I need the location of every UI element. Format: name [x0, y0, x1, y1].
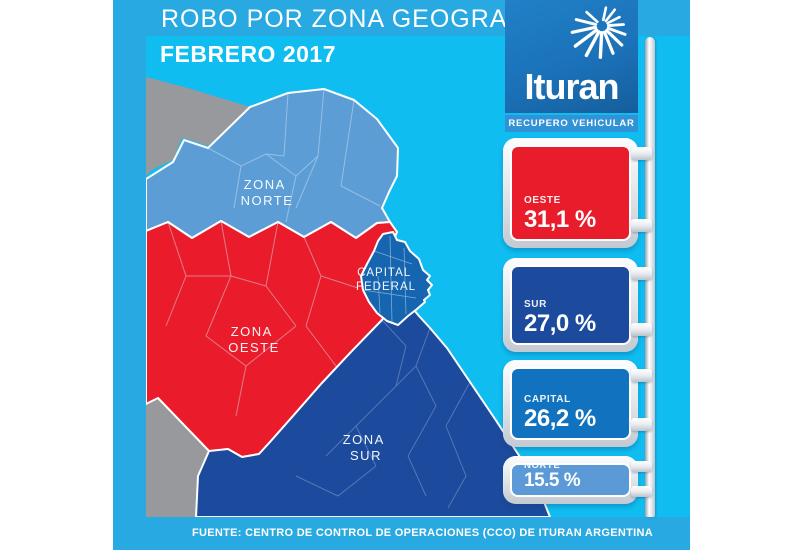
pole-bracket — [631, 369, 652, 382]
period-subtitle: FEBRERO 2017 — [160, 41, 337, 67]
stat-zone-label: OESTE — [524, 194, 561, 206]
map-oeste-district-lines — [165, 220, 359, 417]
stat-zone-label: CAPITAL — [524, 393, 571, 405]
stat-card-capital-face: CAPITAL 26,2 % — [510, 367, 631, 440]
map-outside-region-bottom — [146, 398, 209, 517]
map-zone-sur — [195, 294, 551, 517]
map-sur-district-lines — [295, 319, 471, 509]
page-title: ROBO POR ZONA GEOGRAF. — [161, 5, 529, 33]
stat-zone-label: SUR — [524, 298, 547, 310]
source-credit: FUENTE: CENTRO DE CONTROL DE OPERACIONES… — [191, 527, 653, 539]
stat-card-sur: SUR 27,0 % — [503, 258, 652, 352]
map-norte-district-lines — [207, 88, 381, 223]
ituran-logo-square: Ituran — [505, 0, 638, 113]
label-zona-sur: ZONA SUR — [343, 432, 390, 463]
zones-map: ZONA NORTE ZONA OESTE ZONA SUR CAPITAL F… — [146, 77, 551, 517]
map-capital-district-lines — [362, 235, 417, 323]
stat-card-sur-face: SUR 27,0 % — [510, 265, 631, 345]
pole-bracket — [631, 219, 652, 232]
pole-bracket — [631, 147, 652, 160]
stat-value: 15.5 % — [524, 470, 581, 492]
map-outside-region-top — [146, 77, 250, 176]
stat-card-capital: CAPITAL 26,2 % — [503, 360, 652, 447]
pole-bracket — [631, 323, 652, 336]
label-zona-oeste: ZONA OESTE — [228, 324, 280, 355]
label-zona-norte: ZONA NORTE — [241, 177, 294, 208]
label-capital-federal: CAPITAL FEDERAL — [356, 267, 416, 293]
pole-bracket — [631, 267, 652, 280]
map-zone-capital — [360, 231, 433, 326]
pole-bracket — [631, 461, 652, 472]
ituran-tagline-text: RECUPERO VEHICULAR — [508, 118, 635, 129]
pole-bracket — [631, 418, 652, 431]
ituran-tagline-banner: RECUPERO VEHICULAR — [505, 115, 638, 132]
ituran-starburst-icon — [570, 6, 627, 59]
ituran-logo: Ituran RECUPERO VEHICULAR — [505, 0, 638, 132]
stat-value: 27,0 % — [524, 309, 596, 337]
stat-value: 26,2 % — [524, 404, 596, 432]
stat-zone-label: NORTE — [524, 463, 561, 471]
pole-bracket — [631, 486, 652, 497]
stat-card-oeste: OESTE 31,1 % — [503, 138, 652, 248]
stat-value: 31,1 % — [524, 205, 596, 233]
stat-card-norte: NORTE 15.5 % — [503, 456, 652, 504]
ituran-wordmark: Ituran — [524, 66, 619, 107]
stat-card-norte-face: NORTE 15.5 % — [510, 463, 631, 497]
stat-card-oeste-face: OESTE 31,1 % — [510, 145, 631, 241]
